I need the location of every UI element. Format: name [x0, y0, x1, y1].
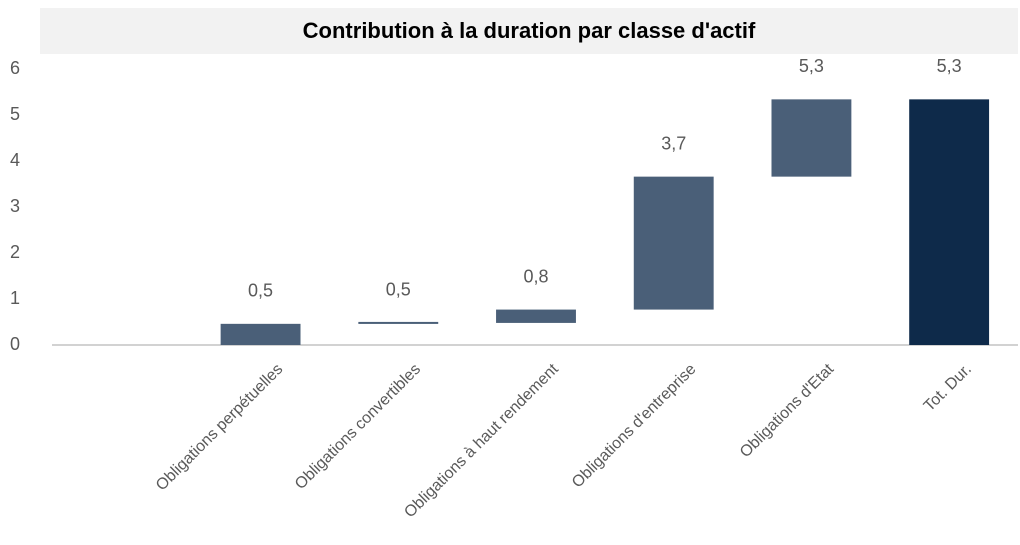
bar — [633, 176, 714, 310]
data-label: 0,5 — [386, 280, 411, 300]
x-tick-label: Tot. Dur. — [921, 361, 975, 415]
bar — [220, 323, 301, 345]
data-label: 5,3 — [799, 56, 824, 76]
x-tick-label: Obligations d'Etat — [737, 360, 838, 461]
data-label: 0,8 — [523, 266, 548, 286]
y-tick-label: 0 — [10, 334, 20, 354]
title-band — [40, 8, 1018, 54]
bar — [496, 309, 576, 323]
bar — [358, 321, 439, 324]
bar — [771, 99, 852, 177]
x-tick-label: Obligations à haut rendement — [401, 360, 562, 521]
y-tick-label: 5 — [10, 104, 20, 124]
y-tick-label: 2 — [10, 242, 20, 262]
y-tick-label: 6 — [10, 58, 20, 78]
x-tick-label: Obligations perpétuelles — [153, 361, 286, 494]
data-label: 3,7 — [661, 133, 686, 153]
data-label: 0,5 — [248, 281, 273, 301]
y-tick-label: 3 — [10, 196, 20, 216]
y-tick-label: 1 — [10, 288, 20, 308]
x-tick-label: Obligations d'entreprise — [569, 361, 700, 492]
data-label: 5,3 — [937, 56, 962, 76]
y-tick-label: 4 — [10, 150, 20, 170]
x-tick-label: Obligations convertibles — [292, 361, 424, 493]
chart-title: Contribution à la duration par classe d'… — [303, 18, 756, 43]
bar — [909, 99, 990, 345]
